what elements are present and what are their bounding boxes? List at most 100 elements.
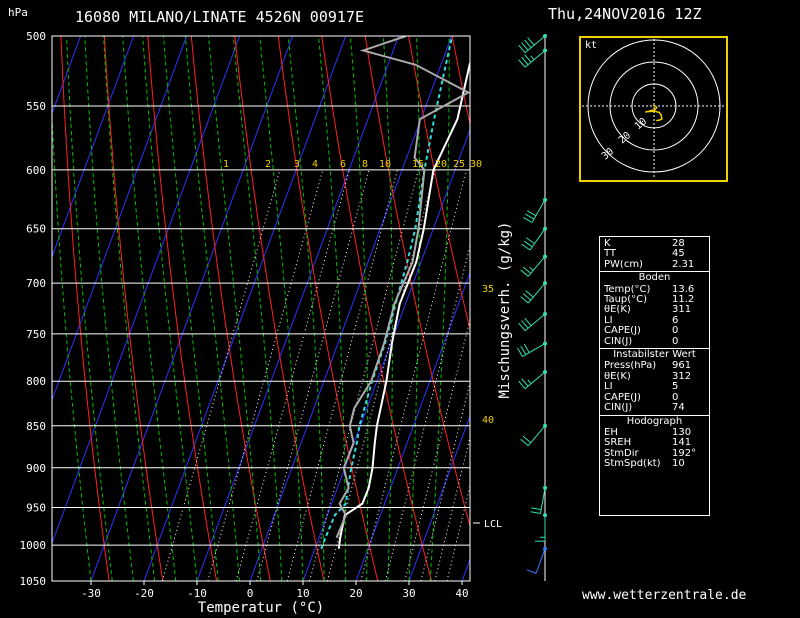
wind-barb-dot [543,546,547,551]
boden-value: 0 [672,335,679,347]
wind-barb [518,311,547,332]
temperature-tick-label: 10 [296,587,309,600]
moist-adiabat-line [184,36,240,581]
index-value: 45 [672,248,685,260]
stability-parameters-box: K 28 TT 45 PW(cm) 2.31 Boden Temp(°C) 13.6 Taup… [599,236,710,516]
hodograph-unit-label: kt [585,40,597,51]
dry-adiabat-line [408,36,470,332]
wind-barb-dot [543,48,547,53]
hodo-row: StmSpd(kt) 10 [600,458,709,469]
moist-adiabat-line [103,36,156,581]
wind-barb-flag [517,347,523,357]
wind-barb-flag [526,210,537,217]
hodo-row: EH 130 [600,427,709,438]
wind-barb-dot [543,281,547,286]
temperature-tick-label: 30 [402,587,415,600]
boden-row: Temp(°C) 13.6 [600,283,709,295]
isotherm-line [355,271,470,581]
wind-barb-dot [543,513,547,518]
wind-barb-dot [543,254,547,259]
moist-adiabat-line [66,36,113,581]
temperature-tick-label: -20 [134,587,154,600]
wind-barb [517,341,547,358]
lcl-label: LCL [484,519,502,530]
wind-barb-flag [518,59,526,68]
wind-barb-flag [524,54,532,63]
dry-adiabat-line [451,36,470,127]
index-row: K 28 [600,238,709,249]
boden-label: θE(K) [604,305,631,316]
boden-value: 13.6 [672,283,695,295]
boden-value: 11.2 [672,294,695,306]
boden-row: θE(K) 311 [600,305,709,316]
mixing-ratio-label: 1 [223,159,229,170]
instab-row: LI 5 [600,381,709,392]
dry-adiabat-line [60,36,110,581]
wind-barb-flag [530,55,535,61]
wind-barb-staff [524,371,546,390]
boden-label: CAPE(J) [604,326,641,337]
index-label: TT [604,249,617,260]
dry-adiabat-line [756,36,800,581]
index-label: K [604,239,611,249]
station-title: 16080 MILANO/LINATE 4526N 00917E [75,8,364,26]
boden-label: Taup(°C) [604,295,648,306]
moist-adiabat-line [122,36,177,581]
moist-adiabat-line [208,36,262,581]
wind-barb-dot [543,370,547,375]
boden-value: 6 [672,314,679,326]
pressure-tick-label: 550 [26,100,46,113]
mixing-ratio-line [161,169,281,581]
moist-adiabat-line [259,36,304,581]
instab-label: θE(K) [604,371,631,382]
pressure-tick-label: 600 [26,164,46,177]
hodo-label: EH [604,427,618,438]
hodograph-section-title: Hodograph [600,414,709,428]
hodograph-frame [579,36,728,182]
wind-barb-flag [522,266,532,274]
wind-barb [518,48,547,68]
moist-adiabat-line [287,36,325,581]
wind-barb-flag [520,296,529,304]
temperature-tick-label: 40 [455,587,468,600]
wind-barb-flag [521,56,529,66]
wind-barb-flag [522,293,532,301]
boden-value: 0 [672,325,679,337]
wind-barb [523,197,547,223]
isotherm-line [90,36,294,581]
wind-barb-dot [543,34,547,38]
wind-barb-dot [543,341,547,346]
pressure-tick-label: 650 [26,223,46,236]
wind-barb-flag [527,37,535,46]
instab-value: 961 [672,360,692,372]
wind-barb [526,546,547,574]
wind-barb [530,485,547,514]
mixing-ratio-label: 3 [294,159,300,170]
wind-barb-flag [524,317,532,327]
moist-adiabat-line [349,36,369,581]
wind-barb-flag [522,435,532,444]
x-axis-label: Temperatur (°C) [198,600,324,616]
instabilster-wert-section-title: Instabilster Wert [600,348,709,361]
index-value: 28 [672,238,685,249]
boden-label: Temp(°C) [604,284,651,295]
moist-adiabat-line [408,36,420,581]
wind-barb-dot [543,311,547,316]
pressure-tick-label: 950 [26,501,46,514]
mixing-ratio-label: 6 [340,159,346,170]
wind-barb-flag [521,42,529,51]
wind-barb-dot [543,197,547,202]
isotherm-line [408,414,470,581]
index-row: TT 45 [600,248,709,260]
pressure-tick-label: 900 [26,462,46,475]
wind-barb-staff [539,487,546,514]
temperature-tick-label: 20 [349,587,362,600]
hodograph-trace [645,104,663,122]
moist-adiabat-line [84,36,134,581]
wind-barb-dot [543,226,547,231]
wind-barb-flag [526,237,535,245]
moist-adiabat-line [429,36,450,581]
mixing-ratio-label: 40 [482,415,494,426]
pressure-tick-label: 800 [26,375,46,388]
